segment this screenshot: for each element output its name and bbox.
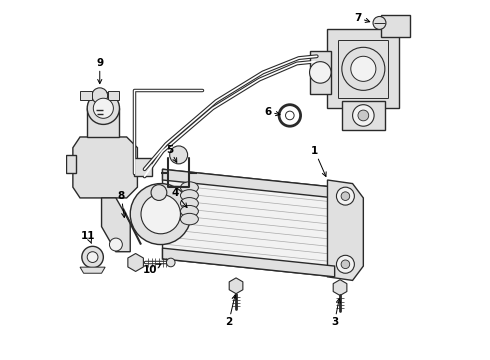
Polygon shape [108,91,120,100]
Circle shape [92,88,108,104]
Ellipse shape [180,198,198,209]
Circle shape [130,184,191,244]
Polygon shape [163,169,335,198]
Circle shape [310,62,331,83]
Text: 10: 10 [143,264,161,275]
Circle shape [93,98,113,118]
Circle shape [151,185,167,201]
Text: 5: 5 [166,144,177,162]
Polygon shape [134,158,152,176]
Text: 7: 7 [354,13,370,23]
Polygon shape [327,180,364,280]
Circle shape [170,146,188,164]
Text: 2: 2 [225,295,236,327]
Text: 6: 6 [265,107,280,117]
Ellipse shape [180,206,198,217]
Polygon shape [87,108,120,137]
Circle shape [286,111,294,120]
Circle shape [279,105,300,126]
Circle shape [87,252,98,262]
Polygon shape [327,30,399,108]
Text: 3: 3 [331,298,341,327]
Text: 9: 9 [96,58,103,84]
Circle shape [82,246,103,268]
Circle shape [358,110,368,121]
Ellipse shape [180,213,198,225]
Text: 11: 11 [81,231,96,243]
Circle shape [87,92,120,125]
Polygon shape [66,155,76,173]
Ellipse shape [180,182,198,193]
Circle shape [351,56,376,81]
Polygon shape [163,169,335,277]
Polygon shape [310,51,331,94]
Ellipse shape [180,190,198,201]
Circle shape [167,258,175,267]
Circle shape [109,238,122,251]
Polygon shape [163,248,335,277]
Circle shape [341,192,350,201]
Polygon shape [342,101,385,130]
Circle shape [337,255,354,273]
Circle shape [342,47,385,90]
Polygon shape [101,198,130,252]
Polygon shape [73,137,137,198]
Circle shape [373,17,386,30]
Circle shape [141,194,180,234]
Circle shape [353,105,374,126]
Text: 8: 8 [118,191,126,217]
Text: 4: 4 [172,188,187,207]
Polygon shape [80,267,105,273]
Circle shape [337,187,354,205]
Polygon shape [80,91,92,100]
Circle shape [341,260,350,269]
Text: 1: 1 [311,146,326,176]
Polygon shape [381,15,410,37]
